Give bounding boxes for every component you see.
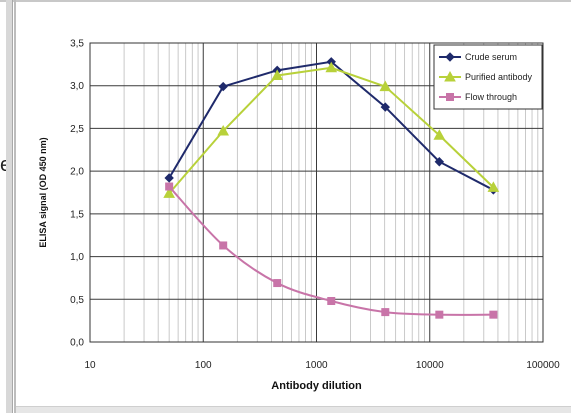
x-tick-label: 10000: [416, 360, 444, 371]
y-axis-ticks: 0,0 0,5 1,0 1,5 2,0 2,5 3,0 3,5: [70, 39, 84, 349]
series-line: [168, 185, 494, 316]
y-tick-label: 1,0: [70, 252, 84, 263]
y-tick-label: 3,0: [70, 81, 84, 92]
data-point-triangle: [325, 61, 338, 73]
data-point-square: [489, 310, 498, 319]
x-axis-title: Antibody dilution: [271, 380, 362, 392]
x-tick-label: 10: [84, 360, 96, 371]
data-point-square: [446, 93, 454, 101]
y-axis-title: ELISA signal (OD 450 nm): [38, 137, 48, 247]
data-point-square: [219, 241, 228, 250]
legend: Crude serum Purified antibody Flow through: [433, 44, 543, 110]
data-point-triangle: [217, 124, 230, 136]
data-point-square: [435, 310, 444, 319]
x-tick-label: 100: [195, 360, 212, 371]
series-purified-antibody: [163, 61, 500, 198]
data-point-triangle: [379, 80, 392, 92]
series-flow-through: [165, 182, 498, 319]
legend-item: Flow through: [439, 92, 517, 102]
major-gridlines: [90, 43, 543, 342]
minor-gridlines: [123, 43, 539, 342]
data-point-diamond: [445, 52, 455, 62]
y-tick-label: 0,0: [70, 338, 84, 349]
legend-label: Flow through: [465, 92, 517, 102]
data-point-triangle: [444, 70, 456, 82]
y-tick-label: 1,5: [70, 209, 84, 220]
window-left-divider: [14, 0, 16, 413]
legend-label: Purified antibody: [465, 72, 533, 82]
data-point-square: [381, 308, 390, 317]
x-axis-ticks: 10 100 1000 10000 100000: [84, 360, 560, 371]
window-left-border: [6, 0, 13, 413]
plot-area-border: [89, 42, 544, 343]
x-tick-label: 1000: [305, 360, 328, 371]
data-point-square: [165, 182, 174, 191]
data-point-triangle: [487, 181, 500, 192]
y-tick-label: 2,5: [70, 124, 84, 135]
data-point-diamond: [164, 173, 174, 183]
legend-item: Purified antibody: [439, 70, 533, 82]
data-point-triangle: [163, 187, 176, 198]
data-point-triangle: [433, 129, 446, 140]
x-tick-label: 100000: [526, 360, 560, 371]
y-tick-label: 3,5: [70, 39, 84, 50]
window-bottom-border: [16, 406, 571, 413]
y-tick-label: 2,0: [70, 167, 84, 178]
y-tick-label: 0,5: [70, 295, 84, 306]
data-point-square: [273, 279, 282, 288]
data-point-diamond: [218, 81, 228, 92]
legend-label: Crude serum: [465, 52, 517, 62]
data-point-diamond: [380, 102, 391, 112]
series-layer: [163, 57, 500, 319]
data-point-square: [327, 296, 336, 305]
data-point-triangle: [271, 69, 284, 80]
legend-item: Crude serum: [439, 52, 517, 62]
cropped-edge-glyph: e: [0, 154, 6, 176]
data-point-diamond: [434, 157, 445, 167]
